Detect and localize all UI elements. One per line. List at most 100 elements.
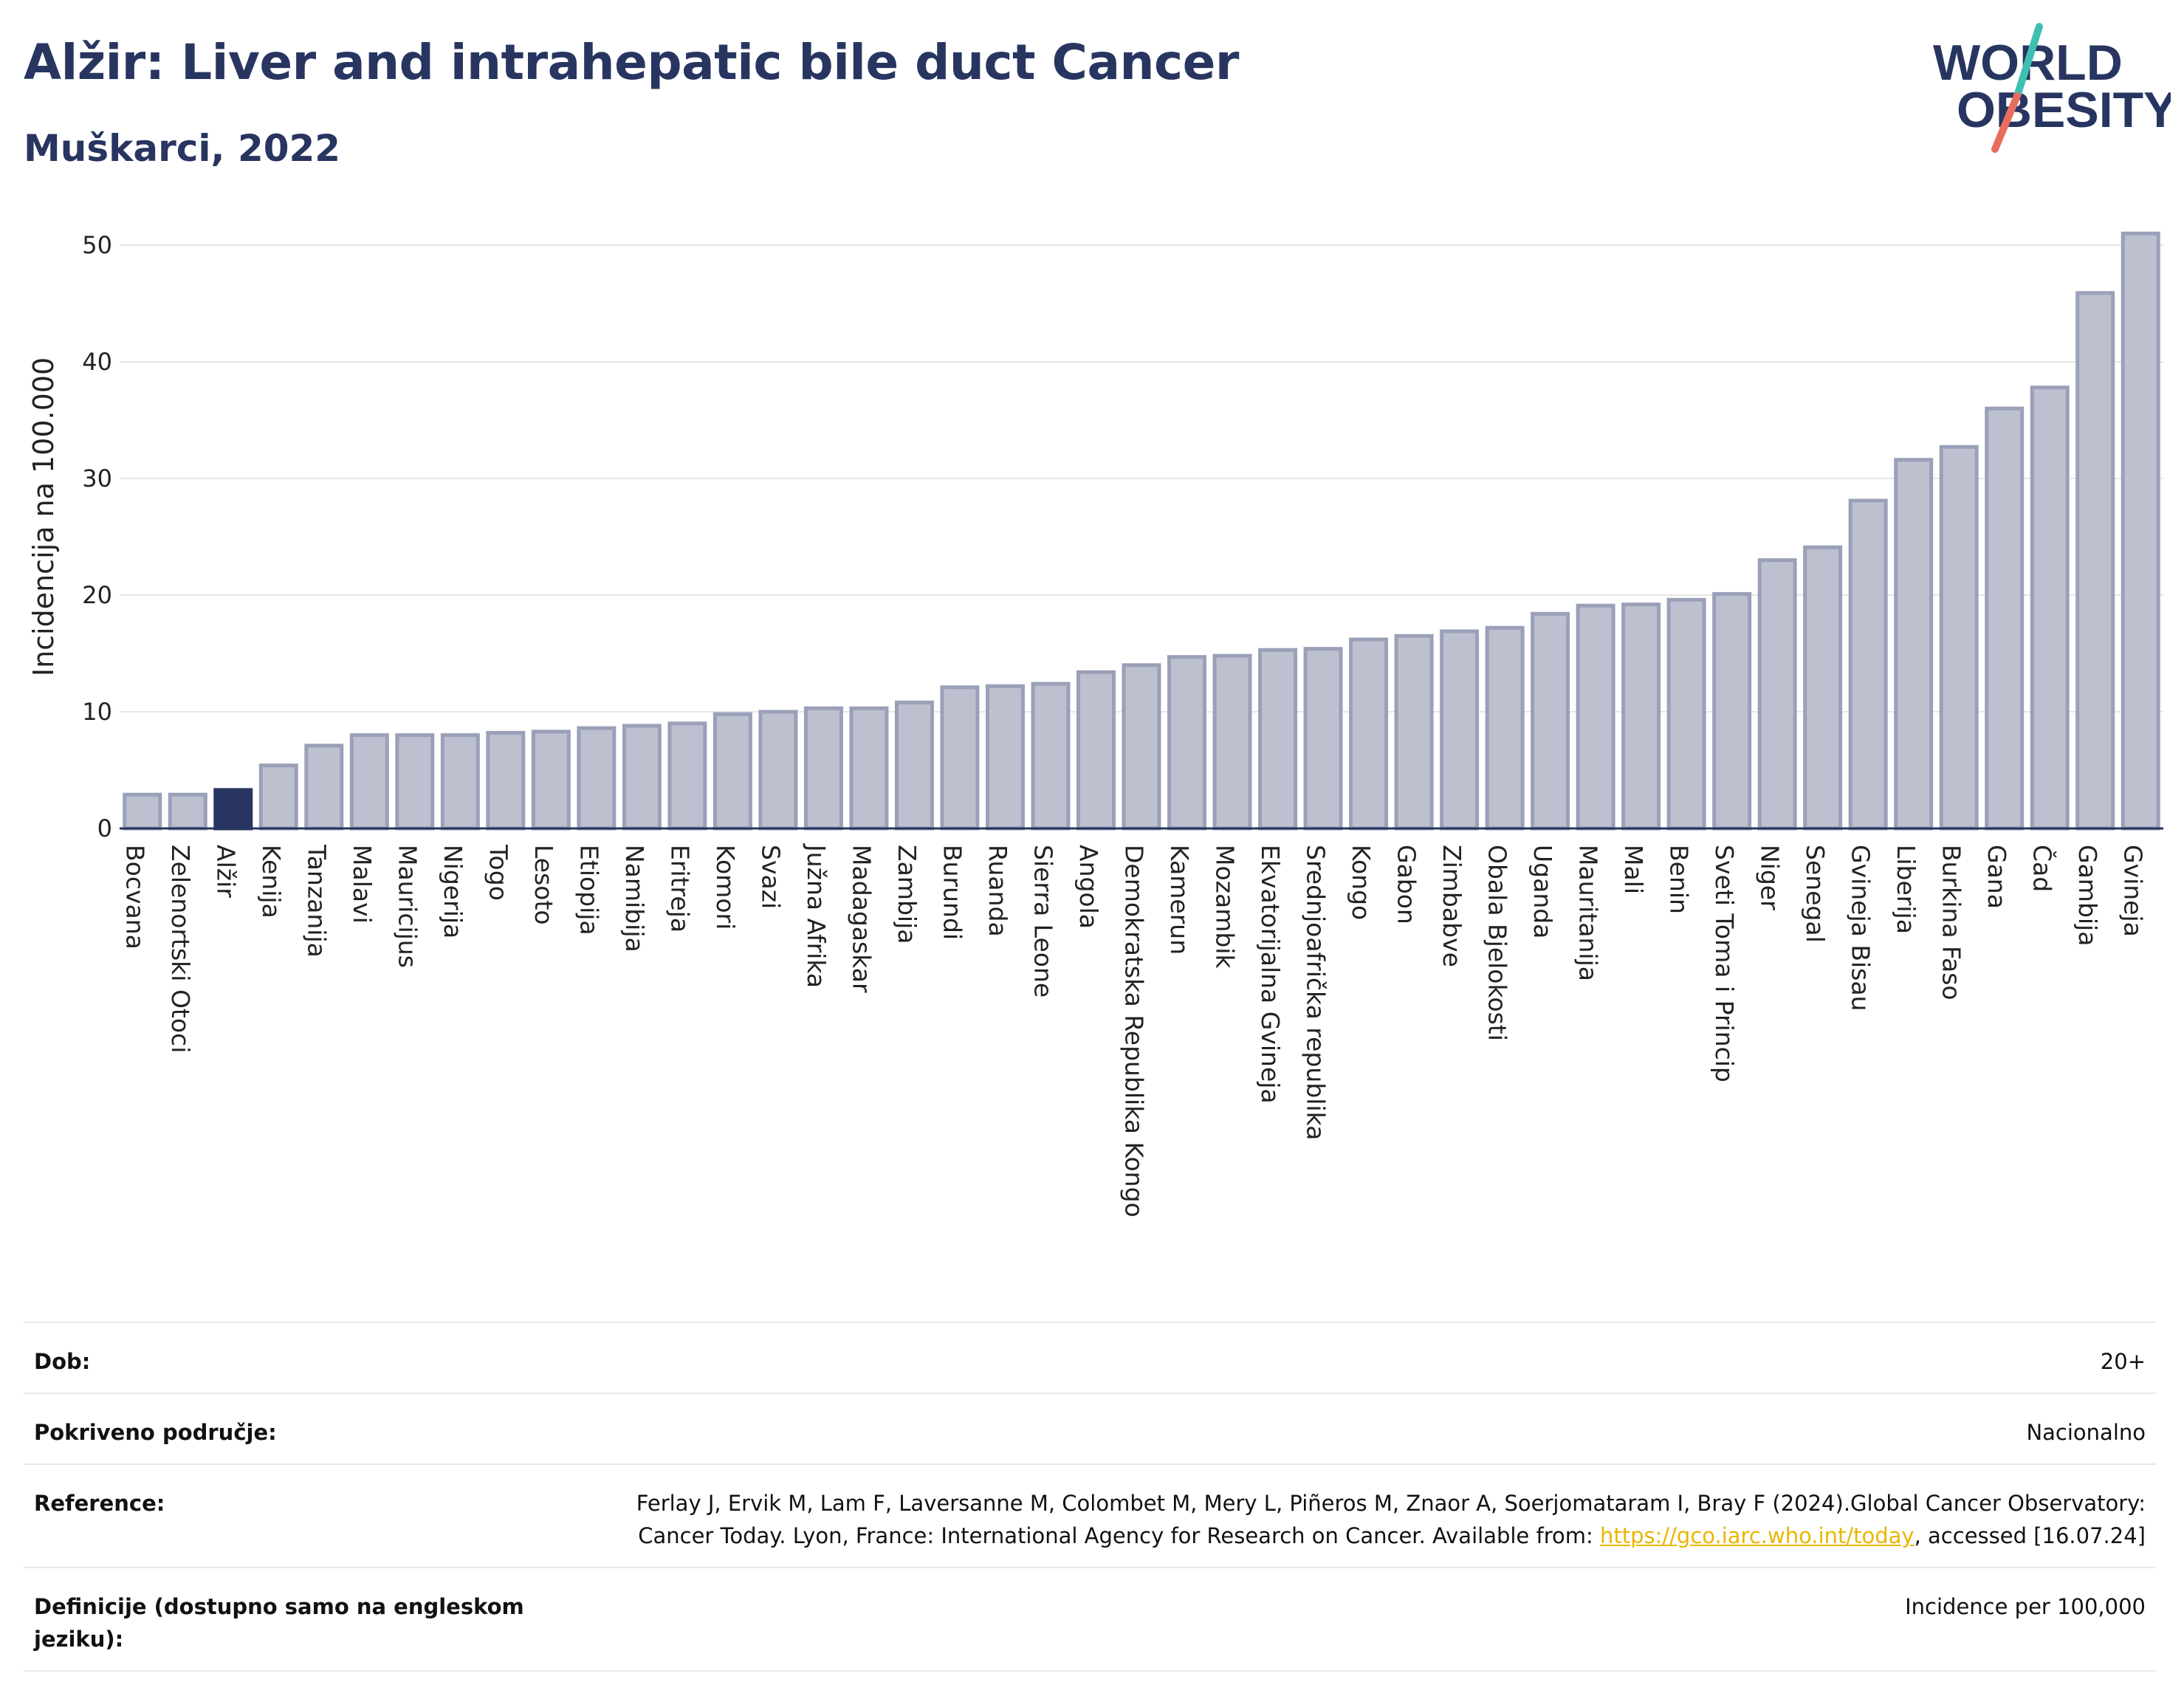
x-tick-label: Malavi bbox=[348, 845, 377, 924]
definitions-value: Incidence per 100,000 bbox=[561, 1567, 2156, 1672]
x-tick-label: Etiopija bbox=[574, 845, 603, 935]
bar bbox=[123, 792, 162, 831]
reference-label: Reference: bbox=[24, 1463, 561, 1568]
bar bbox=[349, 733, 389, 831]
x-tick-label: Sierra Leone bbox=[1029, 845, 1057, 998]
x-tick-label: Madagaskar bbox=[847, 845, 876, 993]
bar bbox=[486, 730, 526, 831]
bar bbox=[849, 706, 889, 831]
bar bbox=[758, 710, 798, 831]
x-tick-label: Gvineja Bisau bbox=[1847, 845, 1875, 1012]
bar bbox=[985, 684, 1025, 831]
reference-link[interactable]: https://gco.iarc.who.int/today bbox=[1599, 1523, 1915, 1548]
x-tick-label: Mali bbox=[1619, 845, 1648, 894]
x-tick-label: Gabon bbox=[1393, 845, 1421, 924]
coverage-label: Pokriveno područje: bbox=[24, 1393, 561, 1464]
meta-row-definitions: Definicije (dostupno samo na engleskom j… bbox=[24, 1567, 2156, 1672]
x-tick-label: Liberija bbox=[1892, 845, 1920, 934]
x-tick-label: Tanzanija bbox=[302, 844, 331, 958]
bar bbox=[712, 712, 752, 831]
bar bbox=[577, 726, 617, 831]
bar bbox=[1122, 663, 1161, 831]
bar bbox=[1894, 458, 1934, 831]
age-value: 20+ bbox=[561, 1322, 2156, 1393]
bar bbox=[1848, 498, 1888, 831]
x-tick-label: Mauricijus bbox=[393, 845, 422, 968]
x-tick-label: Kamerun bbox=[1165, 845, 1194, 955]
bars bbox=[123, 231, 2160, 831]
bar bbox=[1440, 629, 1480, 831]
coverage-value: Nacionalno bbox=[561, 1393, 2156, 1464]
reference-accessed: , accessed [16.07.24] bbox=[1914, 1523, 2146, 1548]
bar bbox=[894, 700, 934, 831]
x-tick-label: Kongo bbox=[1347, 845, 1376, 920]
metadata-table: Dob: 20+ Pokriveno područje: Nacionalno … bbox=[24, 1322, 2156, 1672]
bar bbox=[304, 744, 344, 831]
x-tick-label: Čad bbox=[2028, 845, 2058, 892]
bar bbox=[1031, 682, 1071, 831]
bar bbox=[531, 729, 571, 831]
logo-slash-coral bbox=[1991, 92, 2021, 153]
x-tick-label: Gambija bbox=[2073, 845, 2102, 946]
meta-row-reference: Reference: Ferlay J, Ervik M, Lam F, Lav… bbox=[24, 1463, 2156, 1568]
bar bbox=[1303, 647, 1343, 831]
bar bbox=[395, 733, 435, 831]
bar bbox=[1349, 637, 1389, 831]
x-tick-label: Bocvana bbox=[120, 845, 149, 950]
bar bbox=[258, 763, 298, 831]
bar bbox=[1621, 602, 1661, 831]
x-tick-label: Nigerija bbox=[439, 845, 467, 938]
x-tick-label: Demokratska Republika Kongo bbox=[1120, 845, 1149, 1218]
y-tick-label: 0 bbox=[97, 814, 112, 842]
x-tick-label: Sveti Toma i Princip bbox=[1710, 845, 1739, 1082]
bar bbox=[168, 792, 207, 831]
x-tick-label: Benin bbox=[1665, 845, 1694, 914]
y-tick-label: 20 bbox=[82, 581, 112, 609]
x-tick-label: Lesoto bbox=[529, 845, 558, 925]
reference-value: Ferlay J, Ervik M, Lam F, Laversanne M, … bbox=[561, 1463, 2156, 1568]
bar bbox=[940, 685, 980, 831]
x-axis-labels: Bocvana Zelenortski Otoci Alžir Kenija Tanza… bbox=[120, 843, 2147, 1218]
x-tick-label: Uganda bbox=[1528, 845, 1557, 938]
x-tick-label: Burundi bbox=[938, 845, 966, 940]
bar bbox=[803, 706, 843, 831]
y-axis-ticks: 0 10 20 30 40 50 bbox=[82, 231, 112, 842]
x-tick-label: Komori bbox=[711, 845, 740, 930]
x-tick-label: Zambija bbox=[893, 845, 921, 944]
bar bbox=[2075, 291, 2115, 831]
bar bbox=[1258, 648, 1298, 831]
x-tick-label: Zelenortski Otoci bbox=[166, 845, 195, 1053]
bar bbox=[1939, 444, 1979, 831]
chart-subtitle: Muškarci, 2022 bbox=[24, 127, 341, 170]
x-tick-label: Ruanda bbox=[983, 845, 1012, 937]
x-tick-label: Niger bbox=[1756, 845, 1785, 910]
bar bbox=[1712, 591, 1752, 831]
reference-text: Ferlay J, Ervik M, Lam F, Laversanne M, … bbox=[636, 1491, 2146, 1548]
x-tick-label: Obala Bjelokosti bbox=[1483, 845, 1512, 1041]
bar bbox=[1076, 670, 1116, 831]
bar bbox=[2030, 385, 2070, 831]
x-tick-label: Togo bbox=[484, 844, 512, 901]
logo-slash-teal bbox=[2013, 23, 2043, 100]
x-tick-label: Kenija bbox=[257, 845, 286, 919]
x-tick-label: Mauritanija bbox=[1574, 845, 1603, 981]
x-tick-label: Mozambik bbox=[1211, 845, 1240, 969]
y-tick-label: 10 bbox=[82, 698, 112, 726]
x-tick-label: Eritreja bbox=[665, 845, 694, 933]
x-tick-label: Gvineja bbox=[2119, 845, 2148, 937]
x-tick-label: Svazi bbox=[756, 845, 785, 909]
bar-chart: 0 10 20 30 40 50 Bocvana Zelenortski Otoci Alži… bbox=[27, 231, 2163, 1218]
chart-title: Alžir: Liver and intrahepatic bile duct … bbox=[24, 34, 1239, 91]
y-axis-title: Incidencija na 100.000 bbox=[27, 357, 60, 676]
bar bbox=[1531, 611, 1570, 831]
bar bbox=[213, 788, 253, 831]
x-tick-label: Senegal bbox=[1801, 845, 1830, 943]
bar bbox=[1985, 406, 2025, 831]
bar bbox=[1803, 545, 1843, 831]
x-tick-label: Južna Afrika bbox=[802, 843, 831, 988]
bar bbox=[622, 724, 662, 831]
x-tick-label: Namibija bbox=[620, 845, 649, 952]
y-tick-label: 40 bbox=[82, 348, 112, 376]
meta-row-coverage: Pokriveno područje: Nacionalno bbox=[24, 1393, 2156, 1464]
bar bbox=[1394, 634, 1434, 831]
